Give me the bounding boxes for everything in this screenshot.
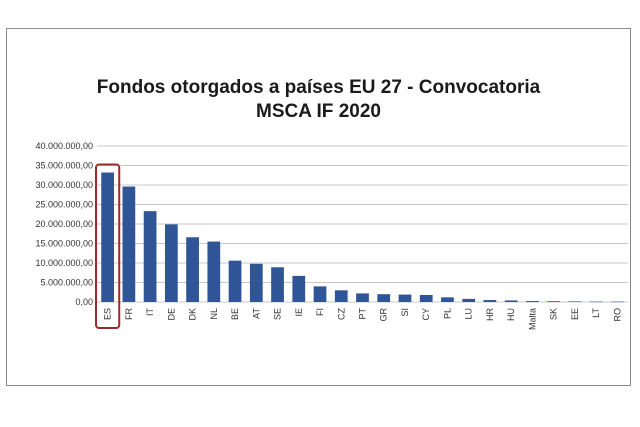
bar-si [398,294,412,302]
y-axis-ticks: 0,00 5.000.000,00 10.000.000,00 15.000.000,… [35,141,93,307]
x-tick-label: IT [145,307,155,316]
y-tick-label: 5.000.000,00 [40,278,93,288]
x-axis-ticks: ES FR IT DE DK NL BE AT SE IE FI CZ PT GR SI CY PL LU HR HU… [103,307,623,330]
bar-fr [122,186,136,302]
bar-at [249,263,263,302]
bar-nl [207,241,221,302]
bar-sk [547,301,561,302]
bar-es [101,172,114,302]
bar-be [228,260,242,302]
x-tick-label: RO [612,308,622,322]
y-tick-label: 10.000.000,00 [35,258,93,268]
x-tick-label: AT [251,308,261,319]
bar-pl [441,297,454,302]
bar-ee [568,301,582,302]
y-tick-label: 15.000.000,00 [35,239,93,249]
x-tick-label: DK [188,308,198,321]
x-tick-label: HU [506,308,516,321]
x-tick-label: ES [103,308,113,320]
chart-title-line2: MSCA IF 2020 [256,101,381,122]
y-tick-label: 0,00 [75,297,93,307]
x-tick-label: HR [485,308,495,321]
x-tick-label: CZ [336,308,346,320]
highlight-layer [95,163,121,329]
x-tick-label: SI [400,308,410,317]
x-tick-label: LU [464,308,474,320]
y-tick-label: 20.000.000,00 [35,219,93,229]
x-tick-label: LT [591,308,601,318]
x-tick-label: PT [358,308,368,320]
bar-de [164,224,178,302]
chart-title: Fondos otorgados a países EU 27 - Convoc… [6,76,631,124]
x-tick-label: FR [124,308,134,320]
x-tick-label: SK [549,308,559,320]
x-tick-label: NL [209,308,219,320]
bar-lt [589,301,603,303]
y-tick-label: 40.000.000,00 [35,141,93,151]
bar-malta [526,301,539,302]
bar-cy [419,294,433,302]
x-tick-label: Malta [527,308,537,330]
x-tick-label: CY [421,308,431,321]
highlight-box [95,163,121,329]
bar-ie [292,275,306,302]
bar-dk [186,237,199,302]
bar-fi [313,286,327,302]
gridlines [97,145,628,303]
bar-it [143,211,157,302]
y-tick-label: 35.000.000,00 [35,161,93,171]
x-tick-label: FI [315,308,325,316]
x-tick-label: DE [166,308,176,321]
chart-title-line1: Fondos otorgados a países EU 27 - Convoc… [96,77,541,98]
y-tick-label: 25.000.000,00 [35,200,93,210]
bar-se [271,267,284,302]
x-tick-label: IE [294,308,304,317]
x-tick-label: SE [273,308,283,320]
bar-cz [334,290,348,302]
bar-ro [611,301,624,303]
bars [101,172,624,303]
bar-lu [462,298,476,302]
x-tick-label: PL [442,308,452,319]
bar-gr [377,294,391,302]
x-tick-label: GR [379,307,389,321]
bar-hr [483,300,497,302]
y-tick-label: 30.000.000,00 [35,180,93,190]
x-tick-label: EE [570,308,580,320]
bar-hu [504,300,518,302]
bar-pt [356,293,369,302]
x-tick-label: BE [230,308,240,320]
